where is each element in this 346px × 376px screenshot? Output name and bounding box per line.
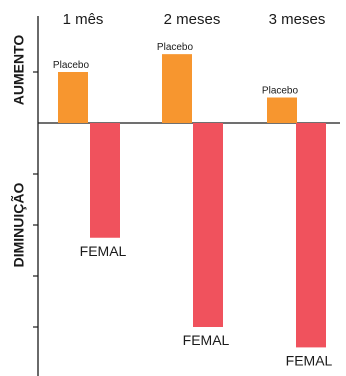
placebo-bar-label: Placebo [53,60,90,71]
femal-bar-label: FEMAL [286,352,333,368]
placebo-bar [58,72,88,123]
category-label: 2 meses [164,11,221,28]
femal-bar [193,123,223,327]
bar-value-labels: Placebo Placebo Placebo FEMAL FEMAL FEMAL [53,42,333,368]
placebo-bar-label: Placebo [157,42,194,53]
femal-bar [296,123,326,348]
placebo-bar [162,54,192,123]
period-labels: 1 mês 2 meses 3 meses [63,11,326,28]
category-label: 3 meses [269,11,326,28]
bars [58,54,326,348]
femal-bar [90,123,120,238]
increase-axis-title: AUMENTO [11,35,27,106]
femal-bar-label: FEMAL [183,332,230,348]
femal-bar-label: FEMAL [80,243,127,259]
placebo-bar [267,97,297,123]
y-ticks [33,71,38,328]
category-label: 1 mês [63,11,104,28]
placebo-bar-label: Placebo [262,86,299,97]
decrease-axis-title: DIMINUIÇÃO [10,183,27,268]
